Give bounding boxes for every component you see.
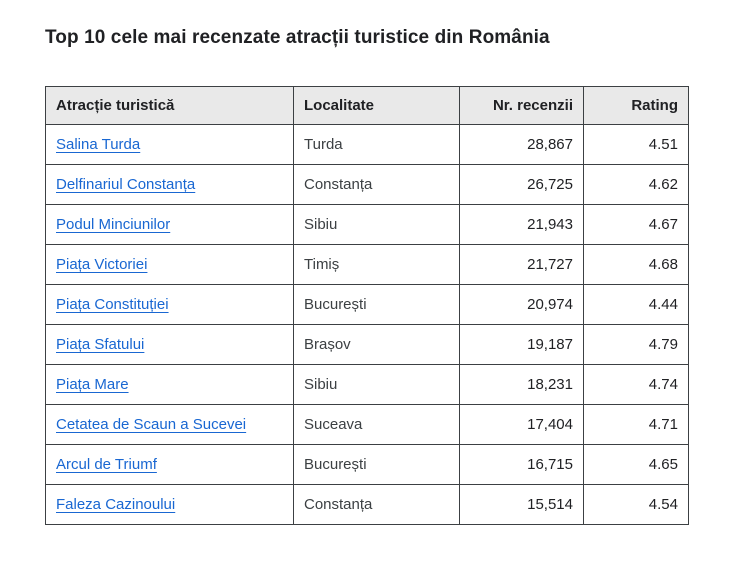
- header-attraction: Atracție turistică: [45, 86, 294, 125]
- page-title: Top 10 cele mai recenzate atracții turis…: [45, 27, 550, 48]
- rating-cell: 4.68: [583, 244, 689, 285]
- reviews-cell: 21,943: [459, 204, 584, 245]
- attraction-cell: Salina Turda: [45, 124, 294, 165]
- table-row: Piața Constituției București 20,974 4.44: [45, 284, 689, 325]
- locality-cell: Brașov: [293, 324, 460, 365]
- attraction-link[interactable]: Arcul de Triumf: [56, 456, 157, 473]
- locality-cell: Sibiu: [293, 204, 460, 245]
- reviews-cell: 16,715: [459, 444, 584, 485]
- reviews-cell: 17,404: [459, 404, 584, 445]
- attraction-cell: Arcul de Triumf: [45, 444, 294, 485]
- attractions-table: Atracție turistică Localitate Nr. recenz…: [45, 86, 689, 525]
- reviews-cell: 15,514: [459, 484, 584, 525]
- table-row: Cetatea de Scaun a Sucevei Suceava 17,40…: [45, 404, 689, 445]
- header-locality: Localitate: [293, 86, 460, 125]
- rating-cell: 4.54: [583, 484, 689, 525]
- table-row: Piața Sfatului Brașov 19,187 4.79: [45, 324, 689, 365]
- rating-cell: 4.67: [583, 204, 689, 245]
- table-row: Salina Turda Turda 28,867 4.51: [45, 124, 689, 165]
- table-row: Faleza Cazinoului Constanța 15,514 4.54: [45, 484, 689, 525]
- attraction-cell: Piața Victoriei: [45, 244, 294, 285]
- attraction-cell: Piața Mare: [45, 364, 294, 405]
- table-header: Atracție turistică Localitate Nr. recenz…: [45, 86, 689, 125]
- attraction-link[interactable]: Piața Constituției: [56, 296, 169, 313]
- header-reviews: Nr. recenzii: [459, 86, 584, 125]
- locality-cell: Turda: [293, 124, 460, 165]
- attraction-cell: Cetatea de Scaun a Sucevei: [45, 404, 294, 445]
- rating-cell: 4.74: [583, 364, 689, 405]
- locality-cell: Constanța: [293, 484, 460, 525]
- table-row: Piața Victoriei Timiș 21,727 4.68: [45, 244, 689, 285]
- header-rating: Rating: [583, 86, 689, 125]
- table-row: Piața Mare Sibiu 18,231 4.74: [45, 364, 689, 405]
- locality-cell: Constanța: [293, 164, 460, 205]
- attraction-link[interactable]: Piața Mare: [56, 376, 129, 393]
- reviews-cell: 28,867: [459, 124, 584, 165]
- attraction-cell: Faleza Cazinoului: [45, 484, 294, 525]
- rating-cell: 4.62: [583, 164, 689, 205]
- locality-cell: Timiș: [293, 244, 460, 285]
- locality-cell: București: [293, 444, 460, 485]
- attraction-cell: Delfinariul Constanța: [45, 164, 294, 205]
- rating-cell: 4.71: [583, 404, 689, 445]
- attraction-link[interactable]: Delfinariul Constanța: [56, 176, 196, 193]
- locality-cell: Sibiu: [293, 364, 460, 405]
- reviews-cell: 18,231: [459, 364, 584, 405]
- reviews-cell: 20,974: [459, 284, 584, 325]
- header-row: Atracție turistică Localitate Nr. recenz…: [45, 86, 689, 125]
- reviews-cell: 26,725: [459, 164, 584, 205]
- table-row: Podul Minciunilor Sibiu 21,943 4.67: [45, 204, 689, 245]
- attraction-link[interactable]: Salina Turda: [56, 136, 141, 153]
- attraction-cell: Piața Constituției: [45, 284, 294, 325]
- attraction-link[interactable]: Podul Minciunilor: [56, 216, 171, 233]
- reviews-cell: 19,187: [459, 324, 584, 365]
- attraction-link[interactable]: Faleza Cazinoului: [56, 496, 176, 513]
- attraction-link[interactable]: Piața Sfatului: [56, 336, 145, 353]
- rating-cell: 4.65: [583, 444, 689, 485]
- locality-cell: București: [293, 284, 460, 325]
- attraction-cell: Podul Minciunilor: [45, 204, 294, 245]
- attraction-cell: Piața Sfatului: [45, 324, 294, 365]
- rating-cell: 4.51: [583, 124, 689, 165]
- reviews-cell: 21,727: [459, 244, 584, 285]
- table-row: Arcul de Triumf București 16,715 4.65: [45, 444, 689, 485]
- attraction-link[interactable]: Piața Victoriei: [56, 256, 148, 273]
- table-row: Delfinariul Constanța Constanța 26,725 4…: [45, 164, 689, 205]
- locality-cell: Suceava: [293, 404, 460, 445]
- rating-cell: 4.44: [583, 284, 689, 325]
- rating-cell: 4.79: [583, 324, 689, 365]
- attraction-link[interactable]: Cetatea de Scaun a Sucevei: [56, 416, 247, 433]
